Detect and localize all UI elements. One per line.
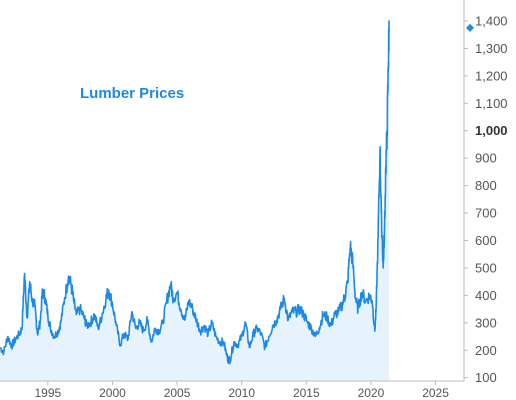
- y-tick-label: 1,300: [475, 41, 508, 56]
- y-tick-label: 1,100: [475, 96, 508, 111]
- x-tick-label: 2025: [422, 386, 449, 400]
- y-tick-label: 900: [475, 151, 497, 166]
- x-tick-label: 2015: [293, 386, 320, 400]
- x-axis-ticks: 1995 2000 2005 2010 2015 2020 2025: [34, 381, 449, 400]
- x-tick-label: 2020: [358, 386, 385, 400]
- y-tick-label: 1,000: [475, 123, 508, 138]
- price-area-fill: [0, 20, 389, 382]
- last-value-marker: [466, 23, 474, 32]
- y-tick-label: 100: [475, 370, 497, 385]
- x-tick-label: 2000: [99, 386, 126, 400]
- plot-area: [0, 20, 390, 382]
- y-axis-ticks: 100 200 300 400 500 600 700 800 900 1,000 1,100 1,2…: [464, 13, 508, 385]
- y-tick-label: 1,200: [475, 68, 508, 83]
- y-tick-label: 800: [475, 178, 497, 193]
- x-tick-label: 2005: [164, 386, 191, 400]
- y-tick-label: 700: [475, 206, 497, 221]
- y-tick-label: 600: [475, 233, 497, 248]
- y-tick-label: 500: [475, 260, 497, 275]
- y-tick-label: 300: [475, 315, 497, 330]
- y-tick-label: 400: [475, 288, 497, 303]
- x-tick-label: 1995: [34, 386, 61, 400]
- chart-title: Lumber Prices: [80, 85, 184, 102]
- price-series-line: [0, 20, 390, 365]
- y-tick-label: 200: [475, 343, 497, 358]
- y-tick-label: 1,400: [475, 13, 508, 28]
- x-tick-label: 2010: [228, 386, 255, 400]
